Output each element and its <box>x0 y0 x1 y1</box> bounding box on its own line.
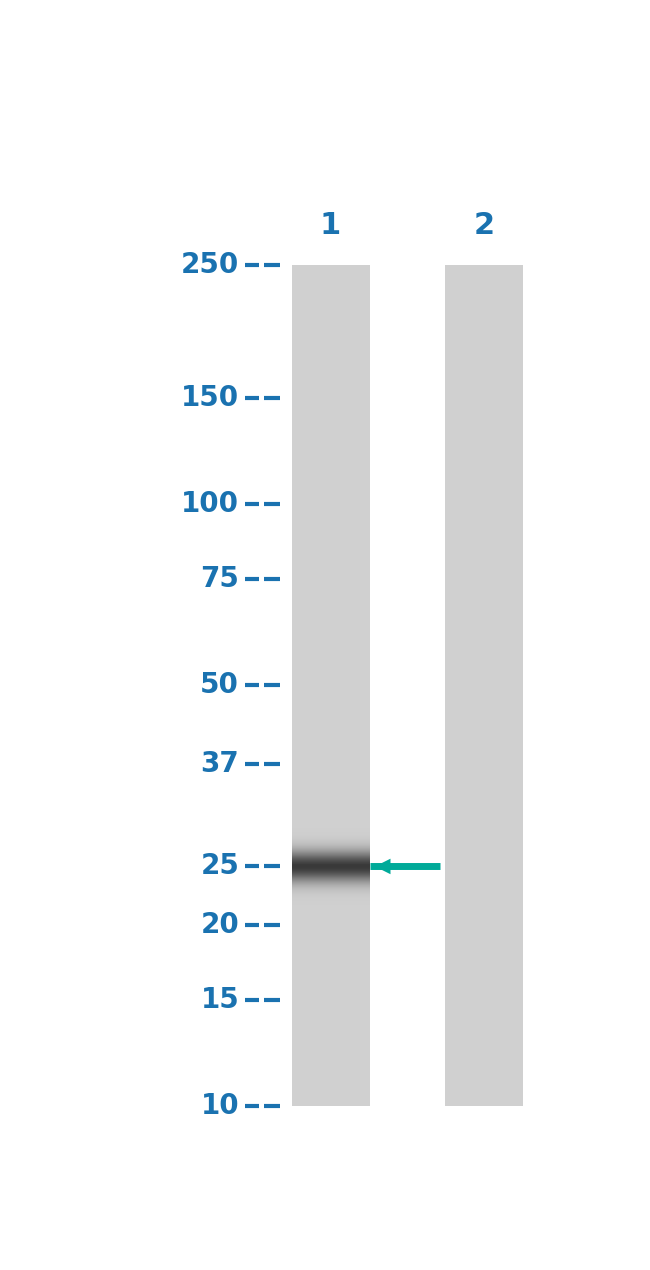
Text: 50: 50 <box>200 672 239 700</box>
Text: 250: 250 <box>181 251 239 279</box>
Text: 1: 1 <box>320 211 341 240</box>
Text: 75: 75 <box>200 565 239 593</box>
Text: 2: 2 <box>474 211 495 240</box>
Text: 150: 150 <box>181 385 239 413</box>
Text: 10: 10 <box>201 1092 239 1120</box>
Text: 100: 100 <box>181 490 239 518</box>
Bar <box>292 265 370 1106</box>
Text: 15: 15 <box>200 986 239 1013</box>
Bar <box>445 265 523 1106</box>
Text: 25: 25 <box>200 852 239 880</box>
Text: 20: 20 <box>200 911 239 939</box>
Text: 37: 37 <box>200 751 239 779</box>
